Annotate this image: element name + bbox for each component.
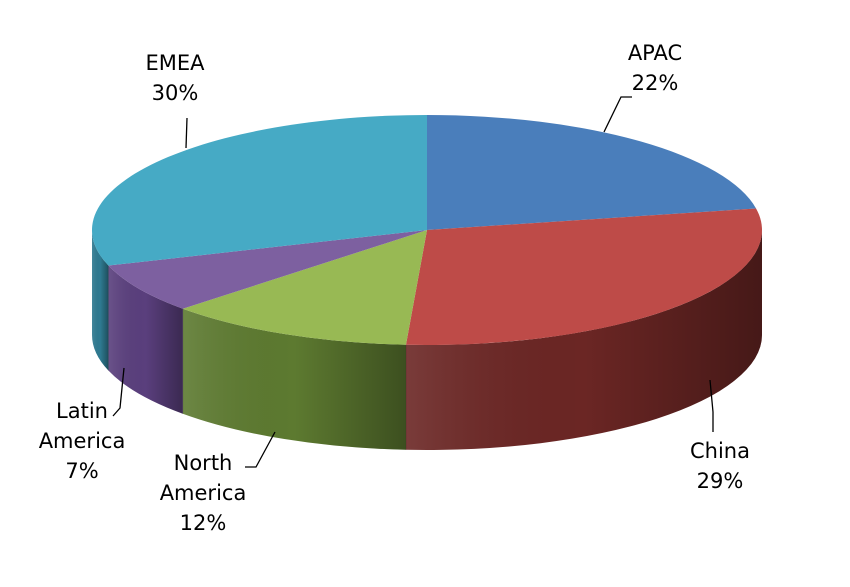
slice-value-apac: 22%: [632, 71, 679, 95]
slice-label-china: China: [690, 439, 750, 463]
pie-side-north-america-shade: [182, 308, 406, 450]
leader-line-china: [709, 379, 714, 432]
pie-slice-north-america: [182, 230, 427, 345]
pie-slice-apac: [427, 115, 757, 230]
slice-label-apac: APAC: [628, 41, 682, 65]
slice-value-north-america: 12%: [180, 511, 227, 535]
slice-value-latin-america: 7%: [65, 459, 98, 483]
leader-line-latin-america: [112, 367, 125, 417]
pie-depth-layer: [92, 230, 762, 450]
pie-side-china-shade: [405, 230, 762, 450]
slice-label-north-america-line-1: North: [174, 451, 233, 475]
leader-line-north-america: [245, 431, 276, 468]
slice-label-north-america-line-2: America: [160, 481, 247, 505]
slice-value-emea: 30%: [152, 81, 199, 105]
slice-label-emea: EMEA: [145, 51, 205, 75]
slice-value-china: 29%: [697, 469, 744, 493]
slice-label-latin-america-line-2: America: [39, 429, 126, 453]
slice-label-latin-america-line-1: Latin: [56, 399, 108, 423]
pie-slice-emea: [91, 115, 427, 266]
leader-line-emea: [185, 117, 188, 149]
pie-top-layer: [91, 115, 763, 345]
pie-slice-china: [405, 208, 763, 345]
pie-side-latin-america-shade: [108, 265, 183, 414]
pie-slice-latin-america: [108, 230, 428, 309]
pie-side-emea-shade: [92, 230, 109, 371]
leader-lines: [112, 96, 714, 468]
leader-line-apac: [603, 96, 632, 133]
slice-labels: APAC 22% China 29% North America 12% Latin Ameri…: [39, 41, 750, 535]
